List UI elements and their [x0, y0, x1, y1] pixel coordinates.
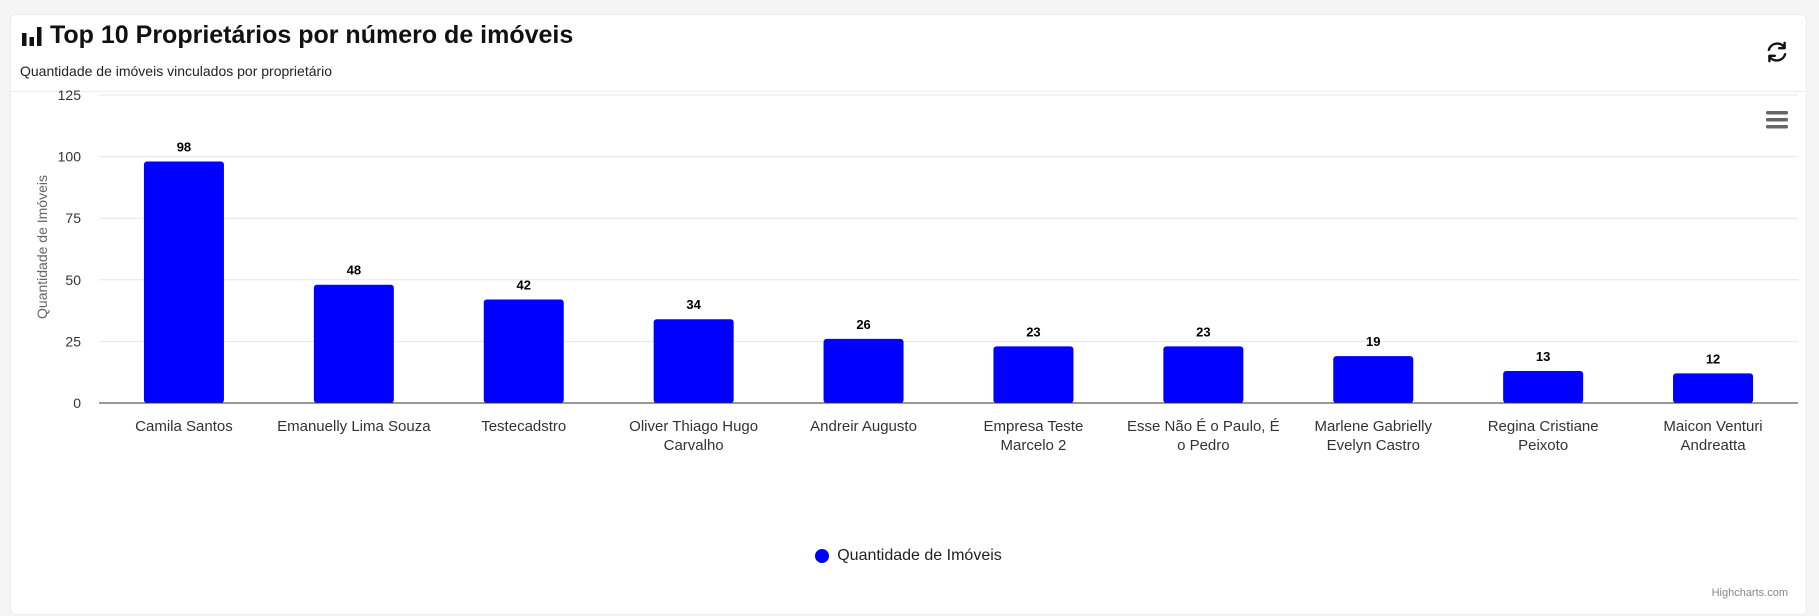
bar[interactable]: [993, 346, 1074, 403]
data-label: 12: [1706, 351, 1720, 366]
x-tick-label-line: Andreatta: [1681, 437, 1747, 454]
data-label: 26: [856, 317, 870, 332]
data-label: 23: [1026, 324, 1040, 339]
x-tick-label: Maicon Venturi Andreatta: [1663, 418, 1762, 454]
chart-subtitle: Quantidade de imóveis vinculados por pro…: [20, 63, 333, 79]
chart-card: Top 10 Proprietários por número de imóve…: [10, 14, 1807, 615]
bar[interactable]: [1333, 356, 1414, 403]
x-tick-label-line: Oliver Thiago Hugo: [629, 418, 758, 435]
x-tick-label-line: Marcelo 2: [1001, 437, 1067, 454]
data-label: 34: [686, 297, 701, 312]
title-row: Top 10 Proprietários por número de imóve…: [20, 21, 573, 50]
y-tick-label: 100: [58, 149, 82, 165]
data-label: 48: [347, 263, 361, 278]
x-axis-labels: Camila Santos Emanuelly Lima Souza Testeca…: [135, 418, 1762, 454]
chart-title: Top 10 Proprietários por número de imóve…: [50, 21, 574, 49]
x-tick-label-line: Empresa Teste: [984, 418, 1084, 435]
data-label: 23: [1196, 324, 1210, 339]
x-tick-label-line: Esse Não É o Paulo, É: [1127, 418, 1280, 435]
x-tick-label: Testecadstro: [481, 418, 566, 435]
bar[interactable]: [1503, 370, 1584, 403]
bar[interactable]: [483, 299, 564, 403]
bars: [143, 161, 1754, 403]
y-axis-ticks: 0 25 50 75 100 125: [58, 87, 82, 411]
hamburger-menu-icon[interactable]: [1764, 109, 1790, 131]
x-tick-label: Andreir Augusto: [810, 418, 917, 435]
x-tick-label: Oliver Thiago Hugo Carvalho: [629, 418, 758, 454]
y-tick-label: 125: [58, 87, 82, 103]
y-tick-label: 25: [65, 333, 81, 349]
x-tick-label-line: Emanuelly Lima Souza: [277, 418, 431, 435]
bar[interactable]: [313, 284, 394, 403]
bar[interactable]: [1673, 373, 1754, 403]
legend-label: Quantidade de Imóveis: [837, 547, 1002, 564]
bar[interactable]: [143, 161, 224, 403]
x-tick-label-line: Testecadstro: [481, 418, 566, 435]
x-tick-label-line: Maicon Venturi: [1663, 418, 1762, 435]
bar[interactable]: [1163, 346, 1244, 403]
bar-chart: 0 25 50 75 100 125 Quantidade de Imóveis 98 48…: [34, 87, 1798, 454]
x-tick-label: Regina Cristiane Peixoto: [1488, 418, 1599, 454]
x-tick-label-line: Marlene Gabrielly: [1314, 418, 1432, 435]
bar[interactable]: [653, 319, 734, 403]
y-axis-title: Quantidade de Imóveis: [34, 175, 50, 319]
data-label: 42: [517, 278, 531, 293]
x-tick-label: Emanuelly Lima Souza: [277, 418, 431, 435]
y-tick-label: 50: [65, 272, 81, 288]
bar-chart-icon: [22, 26, 42, 46]
x-tick-label: Esse Não É o Paulo, É o Pedro: [1127, 418, 1280, 454]
y-tick-label: 0: [73, 395, 81, 411]
x-tick-label: Empresa Teste Marcelo 2: [984, 418, 1084, 454]
x-tick-label-line: Peixoto: [1518, 437, 1568, 454]
y-tick-label: 75: [65, 210, 81, 226]
x-tick-label: Marlene Gabrielly Evelyn Castro: [1314, 418, 1432, 454]
card-header: Top 10 Proprietários por número de imóve…: [11, 15, 1806, 92]
x-tick-label-line: Andreir Augusto: [810, 418, 917, 435]
data-label: 19: [1366, 334, 1380, 349]
chart-legend[interactable]: Quantidade de Imóveis: [11, 547, 1806, 565]
data-label: 98: [177, 140, 191, 155]
refresh-icon[interactable]: [1764, 39, 1790, 65]
highcharts-credits[interactable]: Highcharts.com: [1711, 587, 1788, 599]
x-tick-label-line: o Pedro: [1177, 437, 1230, 454]
x-tick-label-line: Evelyn Castro: [1327, 437, 1420, 454]
x-tick-label-line: Regina Cristiane: [1488, 418, 1599, 435]
bar[interactable]: [823, 338, 904, 403]
data-label: 13: [1536, 349, 1550, 364]
data-labels: 98 48 42 34 26 23 23 19 13 12: [177, 140, 1721, 367]
x-tick-label-line: Camila Santos: [135, 418, 233, 435]
x-tick-label: Camila Santos: [135, 418, 233, 435]
legend-marker: [815, 549, 830, 563]
x-tick-label-line: Carvalho: [664, 437, 724, 454]
